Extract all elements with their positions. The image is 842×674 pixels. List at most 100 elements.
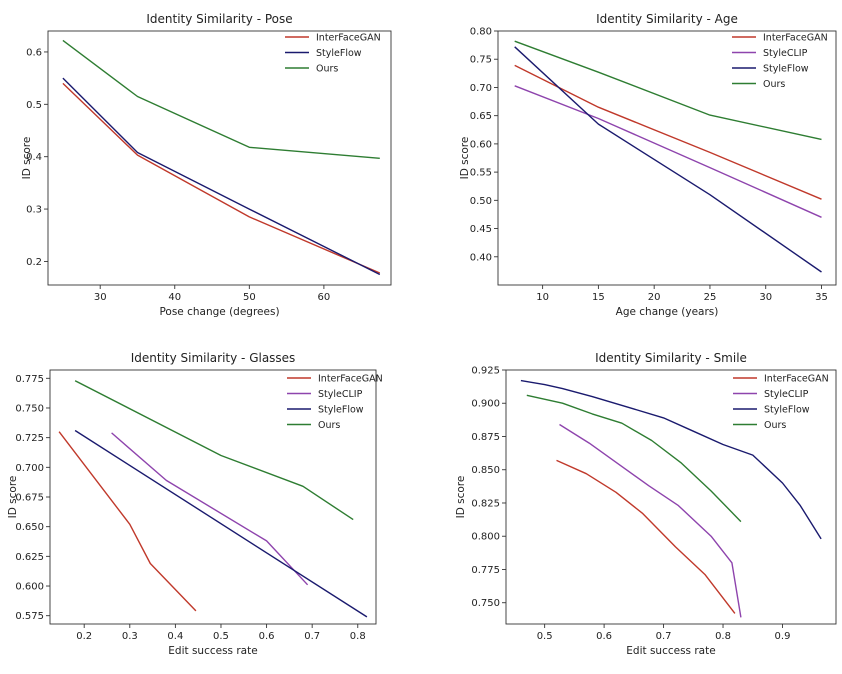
- legend-label: InterFaceGAN: [318, 374, 383, 385]
- x-tick-label: 50: [243, 292, 256, 303]
- series-line-styleflow: [520, 379, 822, 540]
- x-tick-label: 40: [168, 292, 181, 303]
- series-line-styleclip: [514, 85, 822, 218]
- y-tick-label: 0.625: [15, 552, 44, 563]
- x-tick-label: 20: [648, 292, 661, 303]
- series-line-styleclip: [559, 423, 742, 618]
- y-tick-label: 0.575: [15, 611, 44, 622]
- chart-panel-1: Identity Similarity - Pose 30 40 50 60 0.2 0.3…: [21, 12, 392, 318]
- y-tick-label: 0.925: [471, 366, 500, 377]
- x-tick-label: 0.4: [167, 631, 183, 642]
- x-tick-label: 0.5: [537, 631, 553, 642]
- chart-title: Identity Similarity - Age: [596, 12, 738, 26]
- series-line-styleflow: [74, 429, 368, 618]
- y-tick-label: 0.2: [26, 257, 42, 268]
- x-tick-label: 0.3: [122, 631, 138, 642]
- y-tick-label: 0.4: [26, 152, 42, 163]
- x-axis-label: Edit success rate: [168, 645, 257, 657]
- series-line-ours: [62, 39, 380, 159]
- series-line-interfacegan: [58, 431, 197, 612]
- legend-label: StyleFlow: [763, 64, 809, 75]
- series-line-styleflow: [62, 77, 381, 276]
- y-tick-label: 0.50: [470, 196, 492, 207]
- y-tick-label: 0.600: [15, 582, 44, 593]
- x-tick-label: 30: [759, 292, 772, 303]
- series-line-styleflow: [514, 46, 822, 273]
- legend: InterFaceGAN StyleFlow Ours: [285, 33, 381, 75]
- x-tick-label: 15: [592, 292, 605, 303]
- legend-label: InterFaceGAN: [316, 33, 381, 44]
- y-tick-label: 0.750: [15, 403, 44, 414]
- series-line-interfacegan: [62, 82, 381, 274]
- plot-frame: [505, 369, 837, 625]
- y-tick-label: 0.775: [471, 565, 500, 576]
- y-tick-label: 0.850: [471, 465, 500, 476]
- legend: InterFaceGAN StyleCLIP StyleFlow Ours: [733, 374, 829, 431]
- legend-label: Ours: [318, 420, 340, 431]
- chart-title: Identity Similarity - Smile: [595, 351, 747, 365]
- legend-label: StyleFlow: [318, 405, 364, 416]
- x-tick-label: 0.5: [213, 631, 229, 642]
- x-tick-label: 0.8: [350, 631, 366, 642]
- y-tick-label: 0.800: [471, 532, 500, 543]
- x-tick-label: 0.8: [715, 631, 731, 642]
- y-tick-label: 0.70: [470, 83, 492, 94]
- y-tick-label: 0.775: [15, 374, 44, 385]
- chart-title: Identity Similarity - Glasses: [131, 351, 296, 365]
- y-axis-label: ID score: [459, 137, 471, 180]
- legend-label: Ours: [316, 64, 338, 75]
- legend-label: InterFaceGAN: [764, 374, 829, 385]
- x-tick-label: 30: [94, 292, 107, 303]
- chart-panel-2: Identity Similarity - Age 10 15 20 25 30 35 0.4…: [459, 12, 837, 318]
- y-axis-label: ID score: [455, 476, 467, 519]
- x-tick-label: 0.2: [76, 631, 92, 642]
- legend: InterFaceGAN StyleCLIP StyleFlow Ours: [732, 33, 828, 90]
- y-tick-label: 0.750: [471, 598, 500, 609]
- y-tick-label: 0.875: [471, 432, 500, 443]
- y-tick-label: 0.675: [15, 493, 44, 504]
- legend-label: StyleCLIP: [763, 48, 808, 59]
- legend-label: Ours: [763, 79, 785, 90]
- x-tick-label: 0.6: [596, 631, 612, 642]
- x-tick-label: 0.7: [304, 631, 320, 642]
- x-tick-label: 35: [815, 292, 828, 303]
- y-tick-label: 0.45: [470, 224, 492, 235]
- series-line-styleclip: [111, 432, 309, 586]
- plot-frame: [47, 30, 392, 286]
- y-tick-label: 0.55: [470, 168, 492, 179]
- y-tick-label: 0.80: [470, 27, 492, 38]
- x-tick-label: 10: [536, 292, 549, 303]
- series-line-ours: [526, 394, 742, 523]
- y-tick-label: 0.825: [471, 498, 500, 509]
- x-axis-label: Pose change (degrees): [159, 306, 279, 318]
- series-line-ours: [514, 40, 822, 141]
- x-tick-label: 0.6: [259, 631, 275, 642]
- y-tick-label: 0.900: [471, 399, 500, 410]
- legend: InterFaceGAN StyleCLIP StyleFlow Ours: [287, 374, 383, 431]
- x-tick-label: 25: [704, 292, 717, 303]
- x-axis-label: Age change (years): [616, 306, 719, 318]
- y-axis-label: ID score: [21, 137, 33, 180]
- x-tick-label: 0.7: [656, 631, 672, 642]
- y-tick-label: 0.5: [26, 100, 42, 111]
- chart-panel-3: Identity Similarity - Glasses 0.2 0.3 0.4 0.…: [7, 351, 383, 657]
- x-tick-label: 0.9: [775, 631, 791, 642]
- legend-label: StyleCLIP: [764, 389, 809, 400]
- legend-label: StyleCLIP: [318, 389, 363, 400]
- chart-title: Identity Similarity - Pose: [146, 12, 292, 26]
- y-axis-label: ID score: [7, 476, 19, 519]
- legend-label: Ours: [764, 420, 786, 431]
- y-tick-label: 0.700: [15, 463, 44, 474]
- y-tick-label: 0.725: [15, 433, 44, 444]
- legend-label: InterFaceGAN: [763, 33, 828, 44]
- x-tick-label: 60: [318, 292, 331, 303]
- legend-label: StyleFlow: [316, 48, 362, 59]
- series-line-ours: [74, 380, 354, 521]
- y-tick-label: 0.75: [470, 55, 492, 66]
- y-tick-label: 0.40: [470, 252, 492, 263]
- plot-frame: [497, 30, 837, 286]
- y-tick-label: 0.6: [26, 47, 42, 58]
- y-tick-label: 0.3: [26, 205, 42, 216]
